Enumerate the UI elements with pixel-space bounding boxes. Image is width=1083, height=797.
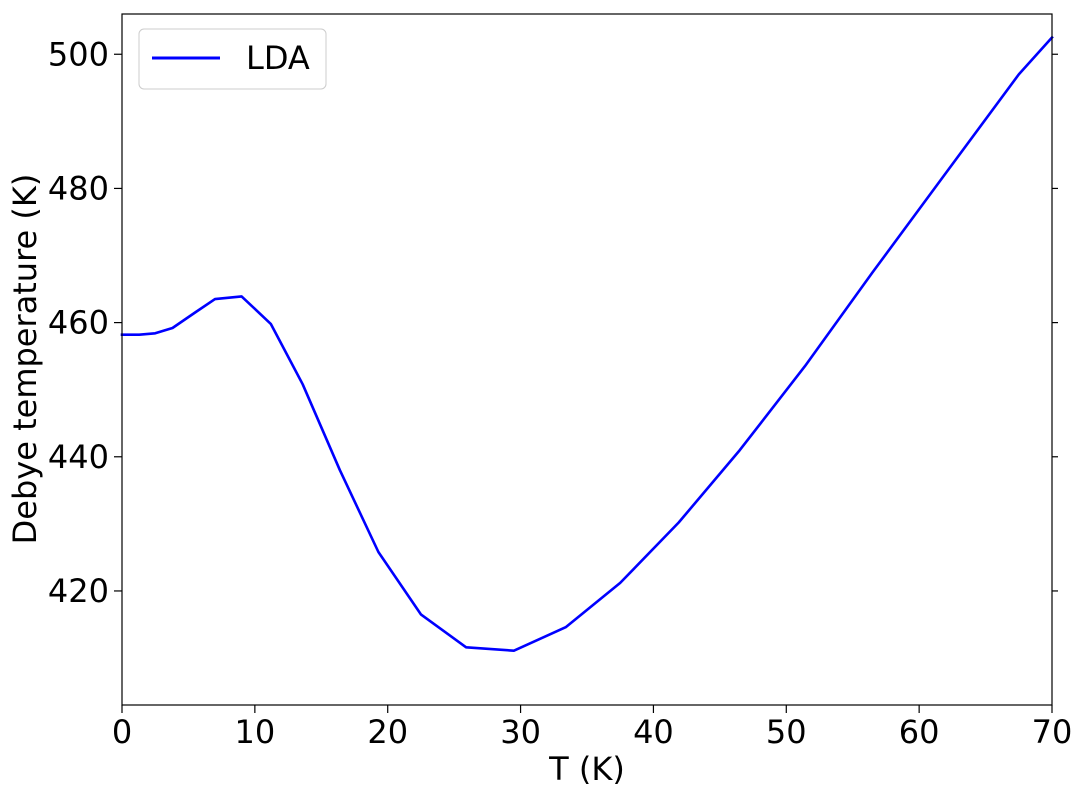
legend-label-lda: LDA (246, 39, 310, 77)
x-tick-label: 70 (1032, 713, 1073, 751)
y-tick-label: 420 (48, 572, 109, 610)
y-tick-label: 460 (48, 304, 109, 342)
y-axis-label: Debye temperature (K) (6, 174, 44, 545)
legend-box (138, 28, 327, 90)
x-tick-label: 50 (766, 713, 807, 751)
y-tick-label: 480 (48, 169, 109, 207)
y-tick-label: 500 (48, 35, 109, 73)
x-tick-label: 40 (633, 713, 674, 751)
x-tick-label: 60 (899, 713, 940, 751)
legend: LDA (138, 28, 327, 90)
y-tick-label: 440 (48, 438, 109, 476)
x-tick-label: 0 (112, 713, 132, 751)
series-line-lda (120, 35, 1054, 653)
x-tick-label: 10 (234, 713, 275, 751)
series-layer (120, 35, 1054, 653)
x-axis-label: T (K) (548, 750, 625, 788)
plot-area-frame (121, 13, 1053, 706)
ticks-layer: 0 10 20 30 40 50 60 70 420 440 460 480 500 (48, 35, 1072, 751)
x-tick-label: 20 (367, 713, 408, 751)
x-tick-label: 30 (500, 713, 541, 751)
